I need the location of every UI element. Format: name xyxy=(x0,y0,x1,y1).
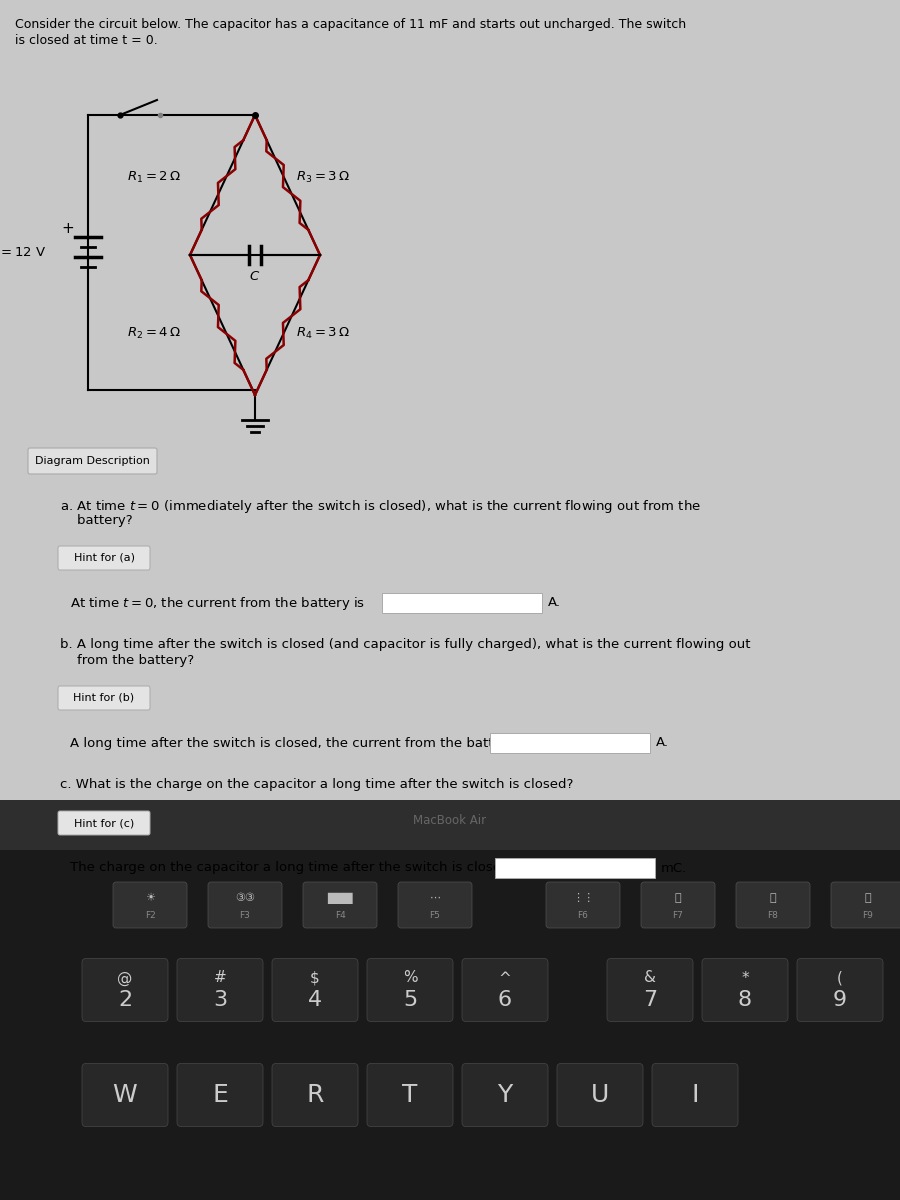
FancyBboxPatch shape xyxy=(82,959,168,1021)
FancyBboxPatch shape xyxy=(272,959,358,1021)
Text: 5: 5 xyxy=(403,990,417,1010)
Text: F5: F5 xyxy=(429,911,440,919)
Text: mC.: mC. xyxy=(661,862,688,875)
Text: $C$: $C$ xyxy=(249,270,261,283)
Text: #: # xyxy=(213,971,227,985)
Text: @: @ xyxy=(117,971,132,985)
Text: T: T xyxy=(402,1082,418,1106)
FancyBboxPatch shape xyxy=(113,882,187,928)
Text: is closed at time t = 0.: is closed at time t = 0. xyxy=(15,34,158,47)
Bar xyxy=(0,0,900,800)
FancyBboxPatch shape xyxy=(462,959,548,1021)
Text: $R_4 = 3\,\Omega$: $R_4 = 3\,\Omega$ xyxy=(295,325,349,341)
Text: ③③: ③③ xyxy=(235,893,255,902)
Text: ^: ^ xyxy=(499,971,511,985)
Bar xyxy=(382,593,542,613)
FancyBboxPatch shape xyxy=(702,959,788,1021)
FancyBboxPatch shape xyxy=(557,1063,643,1127)
Text: (: ( xyxy=(837,971,843,985)
Text: 8: 8 xyxy=(738,990,752,1010)
Text: ⏮: ⏮ xyxy=(675,893,681,902)
FancyBboxPatch shape xyxy=(641,882,715,928)
FancyBboxPatch shape xyxy=(28,448,157,474)
FancyBboxPatch shape xyxy=(303,882,377,928)
Text: F3: F3 xyxy=(239,911,250,919)
FancyBboxPatch shape xyxy=(367,1063,453,1127)
Text: 4: 4 xyxy=(308,990,322,1010)
Text: At time $t = 0$, the current from the battery is: At time $t = 0$, the current from the ba… xyxy=(70,594,365,612)
Text: ⏯: ⏯ xyxy=(770,893,777,902)
FancyBboxPatch shape xyxy=(177,1063,263,1127)
Text: I: I xyxy=(691,1082,698,1106)
Bar xyxy=(495,858,655,878)
Text: Hint for (c): Hint for (c) xyxy=(74,818,134,828)
FancyBboxPatch shape xyxy=(398,882,472,928)
FancyBboxPatch shape xyxy=(462,1063,548,1127)
Text: MacBook Air: MacBook Air xyxy=(413,814,487,827)
Text: 6: 6 xyxy=(498,990,512,1010)
Text: 2: 2 xyxy=(118,990,132,1010)
FancyBboxPatch shape xyxy=(177,959,263,1021)
FancyBboxPatch shape xyxy=(208,882,282,928)
Text: ⋯: ⋯ xyxy=(429,893,441,902)
FancyBboxPatch shape xyxy=(607,959,693,1021)
Text: 3: 3 xyxy=(213,990,227,1010)
FancyBboxPatch shape xyxy=(797,959,883,1021)
Text: a. At time $t = 0$ (immediately after the switch is closed), what is the current: a. At time $t = 0$ (immediately after th… xyxy=(60,498,701,515)
Text: $R_1 = 2\,\Omega$: $R_1 = 2\,\Omega$ xyxy=(127,169,181,185)
Text: &: & xyxy=(644,971,656,985)
Text: +: + xyxy=(61,221,75,236)
Text: R: R xyxy=(306,1082,324,1106)
FancyBboxPatch shape xyxy=(58,686,150,710)
Text: Consider the circuit below. The capacitor has a capacitance of 11 mF and starts : Consider the circuit below. The capacito… xyxy=(15,18,686,31)
Text: 7: 7 xyxy=(643,990,657,1010)
Text: ███: ███ xyxy=(328,893,353,904)
FancyBboxPatch shape xyxy=(272,1063,358,1127)
Text: Hint for (a): Hint for (a) xyxy=(74,553,134,563)
Text: A long time after the switch is closed, the current from the battery is: A long time after the switch is closed, … xyxy=(70,737,530,750)
Text: %: % xyxy=(402,971,418,985)
Text: The charge on the capacitor a long time after the switch is closed is: The charge on the capacitor a long time … xyxy=(70,862,525,875)
Text: 9: 9 xyxy=(832,990,847,1010)
Text: battery?: battery? xyxy=(60,514,132,527)
FancyBboxPatch shape xyxy=(58,546,150,570)
FancyBboxPatch shape xyxy=(831,882,900,928)
Text: ⏭: ⏭ xyxy=(865,893,871,902)
Text: Hint for (b): Hint for (b) xyxy=(74,692,135,703)
Text: c. What is the charge on the capacitor a long time after the switch is closed?: c. What is the charge on the capacitor a… xyxy=(60,778,573,791)
Text: $: $ xyxy=(310,971,320,985)
Text: F6: F6 xyxy=(578,911,589,919)
Text: Y: Y xyxy=(498,1082,513,1106)
Text: $R_2 = 4\,\Omega$: $R_2 = 4\,\Omega$ xyxy=(127,325,181,341)
FancyBboxPatch shape xyxy=(367,959,453,1021)
Text: W: W xyxy=(112,1082,138,1106)
Text: $R_3 = 3\,\Omega$: $R_3 = 3\,\Omega$ xyxy=(295,169,349,185)
Text: A.: A. xyxy=(656,737,669,750)
FancyBboxPatch shape xyxy=(652,1063,738,1127)
FancyBboxPatch shape xyxy=(58,811,150,835)
Text: A.: A. xyxy=(548,596,561,610)
Bar xyxy=(490,733,650,754)
Text: F4: F4 xyxy=(335,911,346,919)
Text: $V = 12$ V: $V = 12$ V xyxy=(0,246,46,259)
Text: Diagram Description: Diagram Description xyxy=(35,456,150,466)
Text: from the battery?: from the battery? xyxy=(60,654,194,667)
Text: F8: F8 xyxy=(768,911,778,919)
Text: U: U xyxy=(591,1082,609,1106)
Text: b. A long time after the switch is closed (and capacitor is fully charged), what: b. A long time after the switch is close… xyxy=(60,638,751,650)
FancyBboxPatch shape xyxy=(82,1063,168,1127)
FancyBboxPatch shape xyxy=(546,882,620,928)
Bar xyxy=(0,800,900,850)
Text: F2: F2 xyxy=(145,911,156,919)
Text: F7: F7 xyxy=(672,911,683,919)
Text: *: * xyxy=(742,971,749,985)
Text: ☀: ☀ xyxy=(145,893,155,902)
Text: ⋮⋮: ⋮⋮ xyxy=(572,893,594,902)
Text: E: E xyxy=(212,1082,228,1106)
FancyBboxPatch shape xyxy=(736,882,810,928)
Bar xyxy=(0,850,900,1200)
Text: F9: F9 xyxy=(862,911,873,919)
